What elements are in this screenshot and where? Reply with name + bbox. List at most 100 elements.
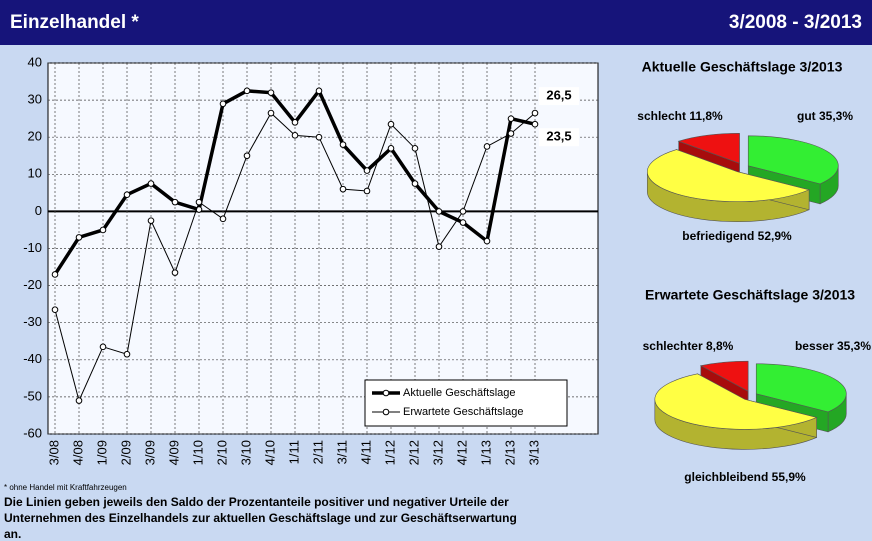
y-tick-label: -40 (23, 351, 42, 366)
pie-label-name: gleichbleibend (684, 470, 768, 484)
y-tick-label: -60 (23, 425, 42, 440)
pie-label-name: befriedigend (682, 229, 754, 243)
point (243, 87, 251, 95)
pie-label: besser 35,3% (795, 339, 871, 353)
x-tick-label: 2/13 (502, 440, 517, 465)
x-tick-label: 2/11 (310, 440, 325, 464)
point (507, 115, 515, 122)
plot-area (47, 62, 599, 435)
point (363, 187, 371, 195)
x-tick-label: 2/10 (214, 440, 229, 465)
point (99, 343, 107, 351)
pie-label: schlechter 8,8% (643, 339, 734, 353)
pie-title: Aktuelle Geschäftslage 3/2013 (642, 59, 843, 75)
data-label: 26,5 (546, 88, 571, 103)
point (219, 100, 227, 108)
x-tick-label: 3/11 (334, 440, 349, 464)
x-tick-label: 1/09 (94, 440, 109, 465)
point (363, 167, 371, 174)
point (411, 145, 419, 152)
point (387, 120, 395, 128)
x-tick-label: 3/13 (526, 440, 541, 465)
x-tick-label: 4/12 (454, 440, 469, 465)
footnote: * ohne Handel mit Kraftfahrzeugen (4, 483, 127, 492)
y-tick-label: -20 (23, 277, 42, 292)
note-line: an. (4, 527, 21, 541)
header-title: Einzelhandel * (10, 12, 139, 33)
data-label-group: 23,5 (539, 128, 579, 147)
point (123, 350, 131, 358)
point (75, 234, 83, 241)
point (531, 120, 539, 128)
pie-label-value: 35,3% (837, 339, 871, 353)
point (171, 198, 179, 206)
pie-label-value: 8,8% (706, 339, 734, 353)
point (507, 130, 515, 137)
point (243, 152, 251, 160)
point (339, 185, 347, 193)
point (195, 198, 203, 206)
x-tick-label: 1/12 (382, 440, 397, 465)
point (171, 269, 179, 276)
point (411, 180, 419, 187)
x-tick-label: 1/11 (286, 440, 301, 464)
x-tick-label: 2/12 (406, 440, 421, 465)
x-tick-label: 1/13 (478, 440, 493, 465)
point (75, 397, 83, 404)
pie-label-name: gut (797, 109, 816, 123)
pie-slice (677, 133, 740, 164)
x-tick-label: 3/10 (238, 440, 253, 465)
y-tick-label: -30 (23, 314, 42, 329)
point (435, 208, 443, 215)
point (123, 191, 131, 199)
point (483, 237, 491, 245)
pie-slice (755, 363, 847, 413)
pie-label: gut 35,3% (797, 109, 853, 123)
point (387, 145, 395, 152)
pie-slice (647, 149, 811, 202)
pie-label-value: 35,3% (819, 109, 853, 123)
point (51, 271, 59, 278)
header-period: 3/2008 - 3/2013 (729, 12, 862, 33)
pie-label-name: besser (795, 339, 834, 353)
x-tick-label: 3/09 (142, 440, 157, 465)
pie-label: schlecht 11,8% (637, 109, 723, 123)
y-tick-label: 0 (35, 203, 42, 218)
note-line: Die Linien geben jeweils den Saldo der P… (4, 495, 509, 509)
point (147, 180, 155, 187)
pie-label-value: 52,9% (758, 229, 792, 243)
pie-slice (699, 360, 749, 392)
point (315, 133, 323, 141)
point (99, 226, 107, 234)
y-tick-label: 40 (28, 54, 42, 69)
point (51, 306, 59, 314)
x-tick-label: 1/10 (190, 440, 205, 465)
x-tick-label: 4/11 (358, 440, 373, 464)
pie-label-value: 11,8% (689, 109, 723, 123)
point (531, 109, 539, 117)
legend-marker (382, 408, 390, 416)
y-tick-label: 20 (28, 129, 42, 144)
legend-marker (382, 389, 390, 397)
x-tick-label: 3/08 (46, 440, 61, 465)
pie-label-name: schlechter (643, 339, 703, 353)
legend-label: Erwartete Geschäftslage (403, 406, 523, 418)
point (435, 243, 443, 250)
point (267, 109, 275, 117)
pie-label: befriedigend 52,9% (682, 229, 792, 243)
note-line: Unternehmen des Einzelhandels zur aktuel… (4, 511, 517, 525)
data-label: 23,5 (546, 129, 571, 144)
x-tick-label: 4/09 (166, 440, 181, 465)
header-bar (0, 0, 872, 45)
data-label-group: 26,5 (539, 87, 579, 106)
pie-label: gleichbleibend 55,9% (684, 470, 806, 484)
y-tick-label: 30 (28, 92, 42, 107)
point (315, 87, 323, 95)
pie-slice (747, 135, 839, 185)
pie-title: Erwartete Geschäftslage 3/2013 (645, 287, 855, 303)
pie-slice (654, 373, 818, 430)
y-tick-label: 10 (28, 166, 42, 181)
y-tick-label: -50 (23, 388, 42, 403)
data-label-box (539, 87, 579, 106)
